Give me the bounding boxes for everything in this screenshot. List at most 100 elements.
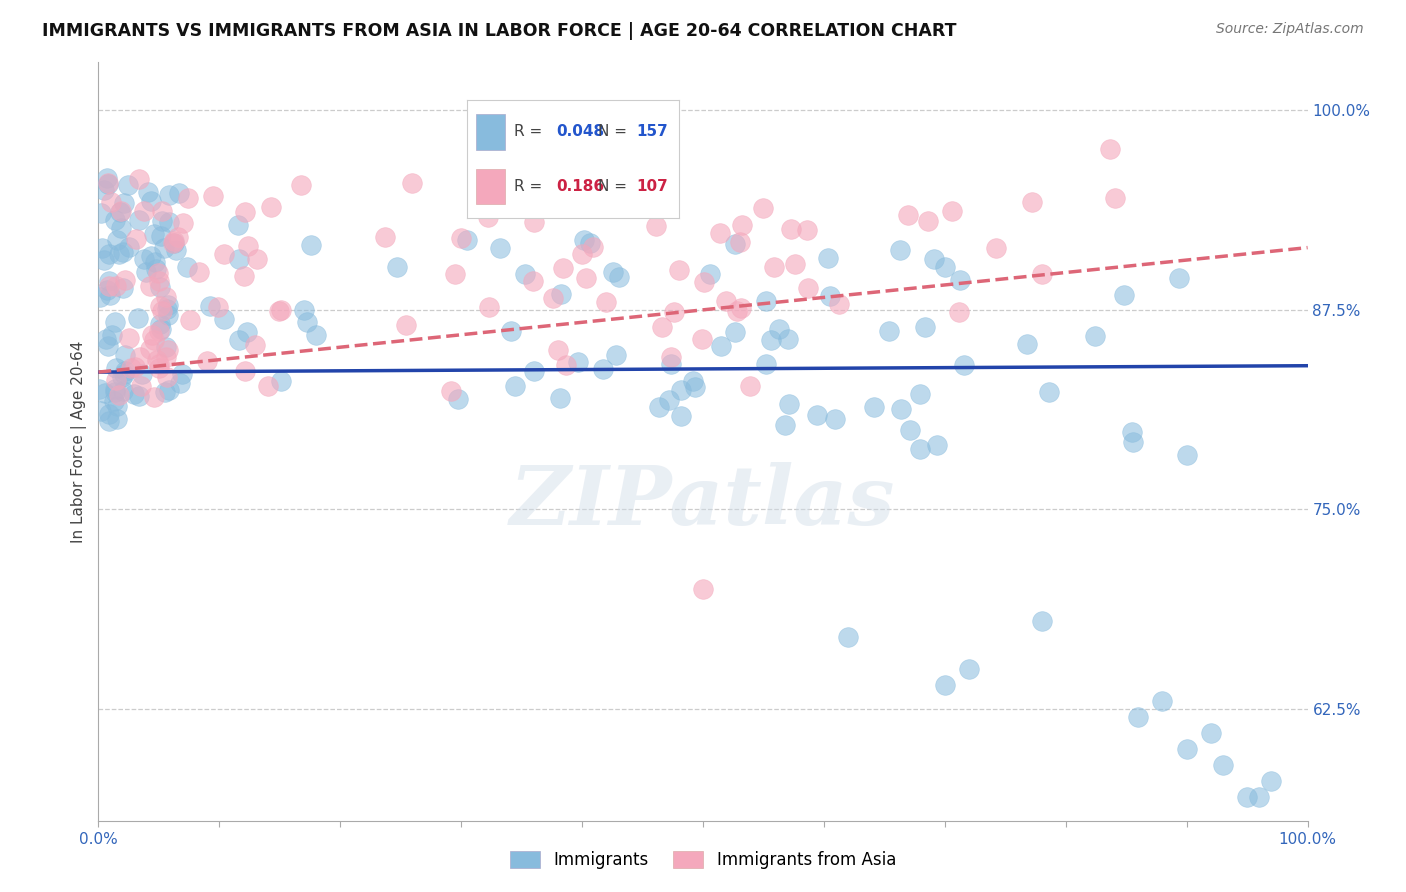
- Point: [131, 368, 153, 382]
- Point: [1031, 267, 1053, 281]
- Point: [648, 400, 671, 414]
- Point: [93, 184, 115, 198]
- Point: [862, 400, 884, 414]
- Point: [917, 213, 939, 227]
- Y-axis label: In Labor Force | Age 20-64: In Labor Force | Age 20-64: [72, 341, 87, 542]
- Point: [148, 360, 170, 375]
- Point: [607, 270, 630, 285]
- Point: [114, 273, 136, 287]
- Point: [156, 301, 179, 316]
- Point: [236, 239, 259, 253]
- Point: [669, 384, 692, 398]
- Point: [662, 304, 685, 318]
- Point: [1104, 191, 1126, 205]
- Point: [553, 260, 575, 275]
- Point: [142, 227, 165, 242]
- Point: [267, 303, 290, 318]
- Point: [162, 236, 184, 251]
- Point: [1031, 614, 1053, 628]
- Point: [120, 361, 142, 376]
- Point: [157, 308, 180, 322]
- Point: [101, 328, 124, 343]
- Point: [226, 218, 249, 232]
- Point: [299, 238, 322, 252]
- Point: [188, 265, 211, 279]
- Point: [157, 187, 180, 202]
- Point: [477, 210, 499, 224]
- Point: [149, 317, 172, 331]
- Point: [778, 397, 800, 411]
- Point: [104, 279, 127, 293]
- Point: [108, 205, 131, 219]
- Point: [148, 357, 170, 371]
- Point: [112, 195, 135, 210]
- Point: [776, 332, 799, 346]
- Point: [111, 281, 134, 295]
- Point: [547, 343, 569, 358]
- Point: [114, 368, 136, 382]
- Point: [671, 409, 693, 424]
- Point: [167, 230, 190, 244]
- Point: [150, 303, 173, 318]
- Point: [124, 360, 146, 375]
- Point: [1236, 789, 1258, 804]
- Point: [450, 231, 472, 245]
- Point: [89, 290, 111, 304]
- Point: [107, 388, 129, 402]
- Point: [135, 265, 157, 279]
- Point: [128, 213, 150, 227]
- Point: [177, 191, 200, 205]
- Point: [87, 382, 110, 396]
- Point: [97, 176, 120, 190]
- Point: [927, 438, 949, 452]
- Point: [97, 178, 120, 192]
- Point: [246, 252, 269, 266]
- Point: [1168, 271, 1191, 285]
- Point: [924, 252, 946, 266]
- Point: [877, 324, 900, 338]
- Point: [157, 298, 180, 312]
- Point: [235, 364, 257, 378]
- Point: [105, 411, 128, 425]
- Point: [914, 319, 936, 334]
- Point: [896, 208, 918, 222]
- Point: [522, 274, 544, 288]
- Point: [692, 582, 714, 597]
- Point: [456, 233, 478, 247]
- Point: [523, 215, 546, 229]
- Point: [125, 232, 148, 246]
- Point: [97, 247, 120, 261]
- Point: [595, 294, 617, 309]
- Point: [738, 379, 761, 393]
- Point: [948, 305, 970, 319]
- Point: [146, 353, 169, 368]
- Point: [104, 373, 127, 387]
- Point: [1122, 434, 1144, 449]
- Point: [1152, 694, 1174, 708]
- Point: [90, 404, 112, 418]
- Point: [260, 200, 283, 214]
- Point: [127, 311, 149, 326]
- Point: [602, 265, 624, 279]
- Point: [162, 235, 184, 250]
- Point: [100, 195, 122, 210]
- Point: [446, 392, 468, 406]
- Point: [169, 376, 191, 390]
- Point: [111, 384, 134, 398]
- Point: [728, 235, 751, 249]
- Point: [122, 387, 145, 401]
- Point: [934, 678, 956, 692]
- Point: [910, 387, 932, 401]
- Point: [145, 261, 167, 276]
- Point: [200, 299, 222, 313]
- Point: [755, 294, 778, 309]
- Point: [1175, 741, 1198, 756]
- Point: [172, 216, 194, 230]
- Point: [651, 320, 673, 334]
- Point: [153, 384, 176, 399]
- Point: [503, 378, 526, 392]
- Point: [575, 271, 598, 285]
- Point: [179, 313, 201, 327]
- Point: [837, 630, 859, 644]
- Point: [104, 384, 127, 399]
